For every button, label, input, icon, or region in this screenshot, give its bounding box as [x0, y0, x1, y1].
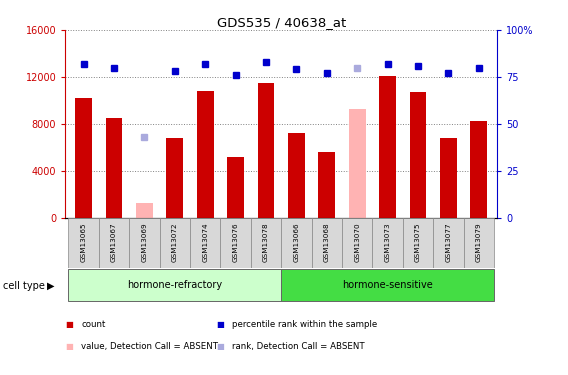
- Title: GDS535 / 40638_at: GDS535 / 40638_at: [216, 16, 346, 29]
- Bar: [470, 122, 487, 218]
- Text: GSM13076: GSM13076: [232, 222, 239, 262]
- Bar: [312, 217, 342, 268]
- Bar: [379, 76, 396, 217]
- Text: ■: ■: [216, 320, 224, 329]
- Text: GSM13079: GSM13079: [476, 222, 482, 262]
- Bar: [463, 217, 494, 268]
- Bar: [342, 217, 373, 268]
- Bar: [373, 217, 403, 268]
- Bar: [281, 269, 494, 301]
- Bar: [440, 138, 457, 218]
- Bar: [250, 217, 281, 268]
- Text: GSM13077: GSM13077: [445, 222, 452, 262]
- Text: GSM13072: GSM13072: [172, 222, 178, 262]
- Bar: [220, 217, 250, 268]
- Text: ■: ■: [65, 342, 73, 351]
- Bar: [190, 217, 220, 268]
- Text: GSM13065: GSM13065: [81, 222, 86, 262]
- Text: rank, Detection Call = ABSENT: rank, Detection Call = ABSENT: [232, 342, 364, 351]
- Bar: [288, 133, 304, 218]
- Bar: [68, 217, 99, 268]
- Bar: [166, 138, 183, 218]
- Text: GSM13075: GSM13075: [415, 222, 421, 262]
- Bar: [319, 152, 335, 217]
- Text: GSM13073: GSM13073: [385, 222, 391, 262]
- Text: hormone-refractory: hormone-refractory: [127, 280, 222, 290]
- Bar: [197, 91, 214, 218]
- Bar: [258, 83, 274, 218]
- Text: percentile rank within the sample: percentile rank within the sample: [232, 320, 377, 329]
- Text: GSM13074: GSM13074: [202, 222, 208, 262]
- Bar: [99, 217, 129, 268]
- Text: value, Detection Call = ABSENT: value, Detection Call = ABSENT: [81, 342, 218, 351]
- Bar: [410, 92, 427, 218]
- Text: ■: ■: [216, 342, 224, 351]
- Text: GSM13067: GSM13067: [111, 222, 117, 262]
- Text: GSM13070: GSM13070: [354, 222, 360, 262]
- Bar: [75, 98, 92, 218]
- Text: GSM13068: GSM13068: [324, 222, 330, 262]
- Bar: [106, 118, 122, 218]
- Bar: [227, 157, 244, 218]
- Text: cell type: cell type: [3, 281, 45, 291]
- Text: GSM13066: GSM13066: [293, 222, 299, 262]
- Text: GSM13078: GSM13078: [263, 222, 269, 262]
- Bar: [160, 217, 190, 268]
- Text: hormone-sensitive: hormone-sensitive: [342, 280, 433, 290]
- Bar: [403, 217, 433, 268]
- Bar: [349, 108, 366, 217]
- Text: ▶: ▶: [47, 281, 55, 291]
- Bar: [68, 269, 281, 301]
- Text: GSM13069: GSM13069: [141, 222, 147, 262]
- Bar: [433, 217, 463, 268]
- Text: ■: ■: [65, 320, 73, 329]
- Bar: [129, 217, 160, 268]
- Text: count: count: [81, 320, 106, 329]
- Bar: [281, 217, 312, 268]
- Bar: [136, 203, 153, 217]
